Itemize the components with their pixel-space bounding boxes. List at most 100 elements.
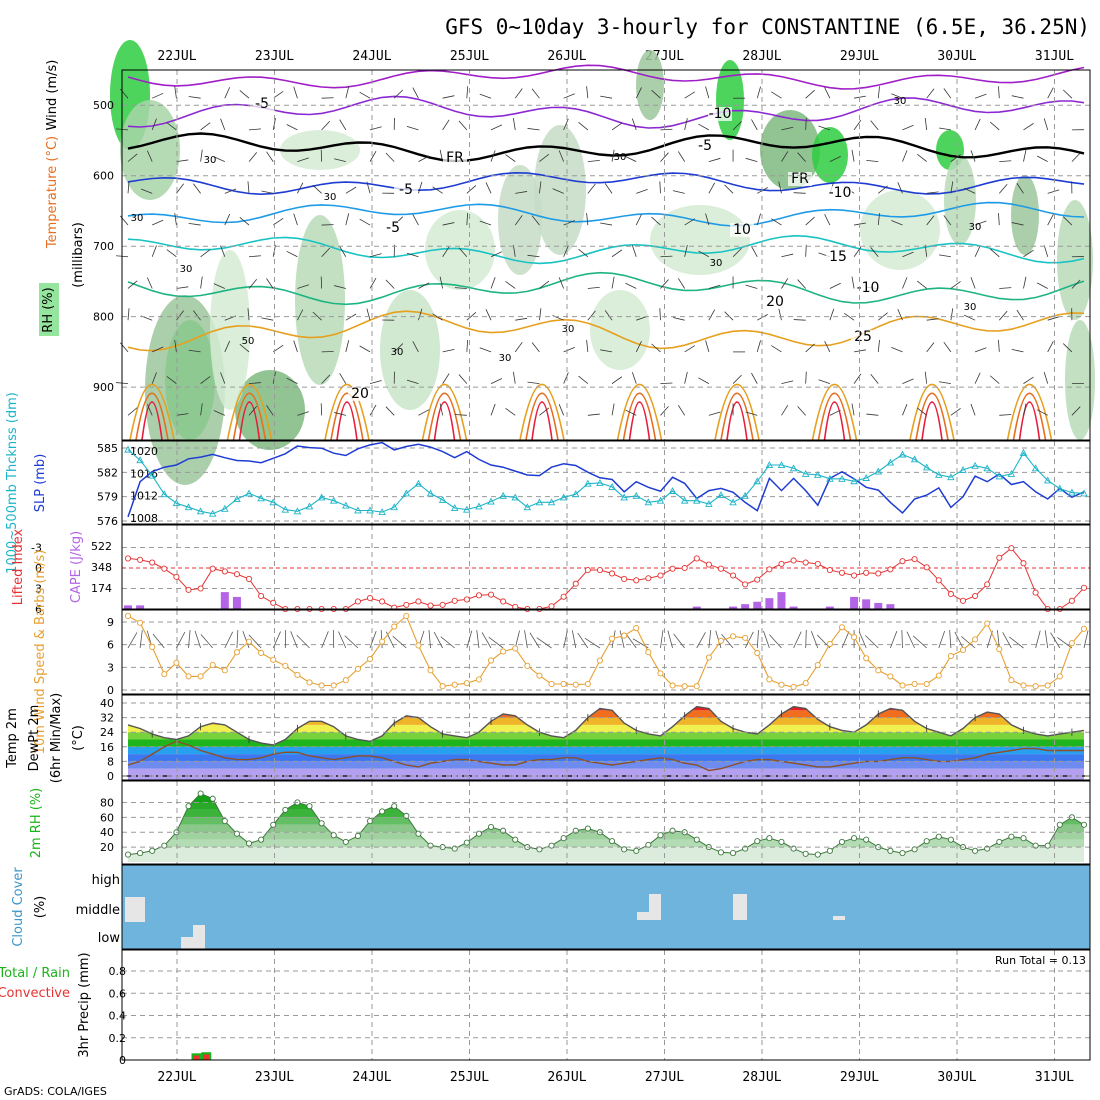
wind-barb-10m xyxy=(290,631,298,649)
wind-barb xyxy=(439,403,444,416)
wind-barb xyxy=(176,310,184,321)
thickness-point xyxy=(765,461,774,468)
thickness-point xyxy=(450,504,459,511)
wind-barb-10m xyxy=(913,635,927,649)
temp-color-band xyxy=(128,768,1084,780)
wind-barb xyxy=(781,126,794,131)
lifted-index-point xyxy=(197,585,204,592)
temp-axis-label-1: Temp 2m xyxy=(5,708,20,769)
wind-barb xyxy=(261,317,274,321)
slp-tick: 1016 xyxy=(130,467,158,480)
wind-barb xyxy=(412,341,419,353)
low-level-isotherm xyxy=(1006,384,1053,441)
isotherm-label-bg xyxy=(826,250,850,264)
wind-barb xyxy=(950,308,954,321)
wind-barb xyxy=(151,372,157,384)
lifted-index-point xyxy=(548,603,555,610)
wind-barb xyxy=(339,246,347,257)
wind-speed-point xyxy=(173,659,180,666)
wind-barb xyxy=(213,410,225,416)
wind-barb xyxy=(708,157,721,163)
wind-barb xyxy=(412,214,419,226)
isotherm-label: -10 xyxy=(829,185,852,201)
wind-barb xyxy=(146,404,153,416)
wind-barb xyxy=(866,413,879,416)
wind-barb xyxy=(200,122,211,131)
rh-color-band xyxy=(128,802,1084,810)
wind-speed-point xyxy=(742,634,749,641)
wind-barb xyxy=(705,340,710,353)
rh-2m-point xyxy=(935,833,942,840)
rh-2m-point xyxy=(863,836,870,843)
wind-barb xyxy=(732,374,742,384)
wind-speed-point xyxy=(209,662,216,669)
wind-barb xyxy=(239,217,250,226)
lifted-index-point xyxy=(137,556,144,563)
temp-tick: 8 xyxy=(107,755,114,768)
wind-barb xyxy=(369,253,382,258)
wind-barb xyxy=(334,285,346,289)
rh-2m-point xyxy=(838,838,846,845)
cape-bar xyxy=(850,596,859,609)
rh-2m-point xyxy=(657,832,664,839)
wind-barb xyxy=(950,181,954,194)
rh-axis-label: RH (%) xyxy=(41,287,56,332)
wind-barb-10m xyxy=(744,631,754,649)
wind-speed-point xyxy=(959,646,967,654)
lifted-index-axis-label: Lifted Index xyxy=(11,528,26,605)
wind-barb xyxy=(174,213,177,226)
wind-barb-10m xyxy=(481,632,492,649)
wind-barb xyxy=(1062,89,1073,99)
thickness-point xyxy=(777,461,786,468)
wind-barb xyxy=(659,181,661,194)
wind-barb xyxy=(1062,216,1073,226)
wind-barb xyxy=(818,125,831,131)
wind-barb xyxy=(805,244,807,257)
wind-barb xyxy=(660,279,669,289)
wind-barb xyxy=(458,247,468,258)
rh-shading xyxy=(812,127,848,183)
cape-bar xyxy=(232,596,241,609)
wind-barb xyxy=(756,86,761,99)
total-rain-label: Total / Rain xyxy=(0,966,70,981)
wind-barb-10m xyxy=(841,631,850,649)
top-day-label: 22JUL xyxy=(157,49,196,64)
lifted-index-point xyxy=(972,592,979,600)
wind-barb xyxy=(635,87,642,99)
wind-barb xyxy=(902,124,914,131)
wind-barb xyxy=(432,186,443,194)
rh-color-band xyxy=(128,824,1084,833)
lifted-index-point xyxy=(959,597,967,604)
lifted-index-point xyxy=(1020,560,1027,567)
top-day-label: 26JUL xyxy=(547,49,586,64)
thickness-point xyxy=(487,497,495,505)
bottom-day-label: 29JUL xyxy=(840,1070,879,1085)
rh-2m-point xyxy=(1080,821,1088,828)
thickness-axis-label: 1000~500mb Thcknss (dm) xyxy=(5,392,20,574)
wind-barb xyxy=(418,282,430,289)
wind-barb xyxy=(385,152,395,162)
wind-barb xyxy=(490,378,503,384)
thickness-point xyxy=(1031,464,1040,472)
wind-barb xyxy=(247,308,250,321)
wind-barb xyxy=(1047,214,1054,226)
thickness-point xyxy=(838,474,846,482)
wind-barb xyxy=(1023,249,1034,258)
rh-2m-point xyxy=(560,835,567,842)
wind-barb xyxy=(369,126,382,131)
wind-barb xyxy=(684,244,688,257)
precip-tick: 0.4 xyxy=(109,1010,127,1023)
wind-barb xyxy=(146,277,153,289)
thickness-point xyxy=(245,489,253,497)
wind-barb xyxy=(651,343,661,353)
wind-speed-point xyxy=(838,624,846,631)
wind-barb xyxy=(778,308,782,321)
wind-barb xyxy=(213,283,225,289)
lifted-index-point xyxy=(742,581,749,588)
rh-2m-point xyxy=(366,818,374,825)
rh-2m-point xyxy=(609,838,616,845)
wind-barb xyxy=(771,218,782,226)
wind-speed-point xyxy=(681,683,688,690)
wind-barb xyxy=(926,191,939,194)
